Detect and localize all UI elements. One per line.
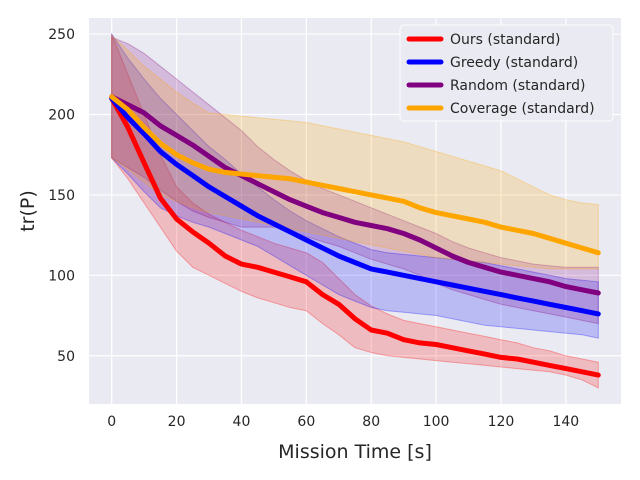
x-tick-label: 40: [233, 414, 251, 430]
y-tick-label: 100: [48, 268, 75, 284]
x-axis-ticks: 0 20 40 60 80 100 120 140: [107, 414, 579, 430]
legend: Ours (standard) Greedy (standard) Random (…: [399, 24, 614, 122]
legend-label: Coverage (standard): [450, 101, 595, 117]
line-random-standard: [109, 94, 601, 296]
legend-box: [399, 24, 614, 122]
legend-label: Ours (standard): [450, 32, 560, 48]
band-coverage-standard: [111, 34, 599, 270]
x-tick-label: 80: [362, 414, 380, 430]
line-greedy-standard: [109, 95, 601, 317]
x-tick-label: 140: [552, 414, 579, 430]
x-tick-label: 120: [488, 414, 515, 430]
series-lines: [109, 94, 601, 378]
x-tick-label: 20: [168, 414, 186, 430]
line-coverage-standard: [109, 94, 601, 256]
band-greedy-standard: [111, 32, 599, 339]
band-random-standard: [111, 36, 599, 325]
x-axis-label: Mission Time [s]: [278, 441, 432, 463]
y-tick-label: 150: [48, 188, 75, 204]
y-tick-label: 200: [48, 108, 75, 124]
line-ours-standard: [109, 95, 601, 378]
y-tick-label: 50: [57, 349, 75, 365]
y-axis-ticks: 50 100 150 200 250: [48, 27, 75, 365]
legend-label: Random (standard): [450, 78, 585, 94]
x-tick-label: 60: [297, 414, 315, 430]
legend-label: Greedy (standard): [450, 55, 578, 71]
x-tick-label: 0: [107, 414, 116, 430]
y-tick-label: 250: [48, 27, 75, 43]
y-axis-label: tr(P): [17, 190, 39, 232]
x-tick-label: 100: [423, 414, 450, 430]
